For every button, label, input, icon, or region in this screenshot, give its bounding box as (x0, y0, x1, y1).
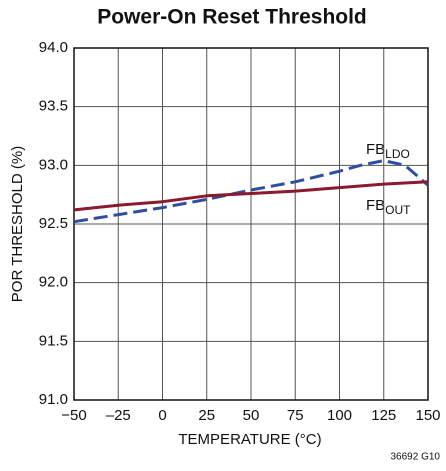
series-line (73, 159, 429, 224)
y-tick-label: 94.0 (39, 39, 68, 56)
annotation: 36692 G10 (391, 452, 441, 463)
legend-subscript: LDO (385, 147, 410, 161)
legend-name: FB (366, 141, 385, 158)
chart-title: Power-On Reset Threshold (97, 6, 367, 29)
y-tick-label: 92.0 (39, 274, 68, 291)
legend-label: FBOUT (366, 197, 411, 217)
x-tick-label: 0 (158, 407, 166, 424)
y-axis-label: POR THRESHOLD (%) (9, 146, 26, 302)
x-tick-label: 100 (327, 407, 352, 424)
x-tick-label: −50 (61, 407, 86, 424)
x-tick-label: 75 (287, 407, 304, 424)
legend-subscript: OUT (385, 203, 411, 217)
x-axis-label: TEMPERATURE (°C) (178, 431, 321, 448)
y-tick-label: 93.5 (39, 98, 68, 115)
x-tick-label: 150 (415, 407, 440, 424)
plot-frame (73, 47, 429, 401)
y-tick-label: 91.5 (39, 332, 68, 349)
x-tick-label: 50 (243, 407, 260, 424)
legend-name: FB (366, 197, 385, 214)
y-tick-label: 93.0 (39, 156, 68, 173)
series-line (73, 180, 429, 212)
x-tick-label: –25 (106, 407, 131, 424)
legend-label: FBLDO (366, 141, 410, 161)
y-tick-label: 91.0 (39, 391, 68, 408)
x-tick-label: 25 (198, 407, 215, 424)
x-tick-label: 125 (371, 407, 396, 424)
y-tick-label: 92.5 (39, 215, 68, 232)
